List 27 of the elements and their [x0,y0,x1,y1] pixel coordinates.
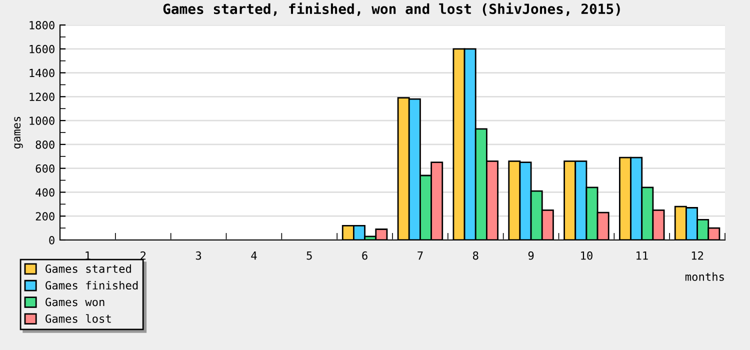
x-tick-label: 6 [362,251,368,260]
legend-label: Games finished [46,280,138,290]
y-tick-label: 200 [36,212,54,221]
y-tick-label: 1800 [30,21,54,30]
x-tick-label: 3 [196,251,202,260]
x-axis-title: months [685,272,724,281]
x-tick-label: 5 [306,252,312,260]
y-tick-label: 600 [36,164,54,173]
x-tick-label: 12 [692,251,704,260]
y-tick-label: 1000 [30,116,54,125]
legend-label: Games won [46,298,104,306]
chart-title: Games started, finished, won and lost (ShivJones, 2015) [163,2,620,16]
legend-label: Games started [46,264,131,273]
x-tick-label: 10 [581,251,592,260]
y-axis-title: games [14,116,23,149]
x-tick-label: 7 [418,252,423,260]
x-tick-label: 11 [636,252,648,260]
y-tick-label: 1600 [30,44,54,54]
legend-label: Games lost [46,314,111,323]
y-tick-label: 400 [36,188,54,197]
x-tick-label: 8 [472,251,478,260]
y-tick-label: 1400 [30,68,54,78]
y-tick-label: 0 [49,236,54,244]
x-tick-label: 4 [251,252,257,260]
x-tick-label: 9 [528,251,534,260]
y-tick-label: 800 [36,140,54,149]
y-tick-label: 1200 [30,92,54,102]
